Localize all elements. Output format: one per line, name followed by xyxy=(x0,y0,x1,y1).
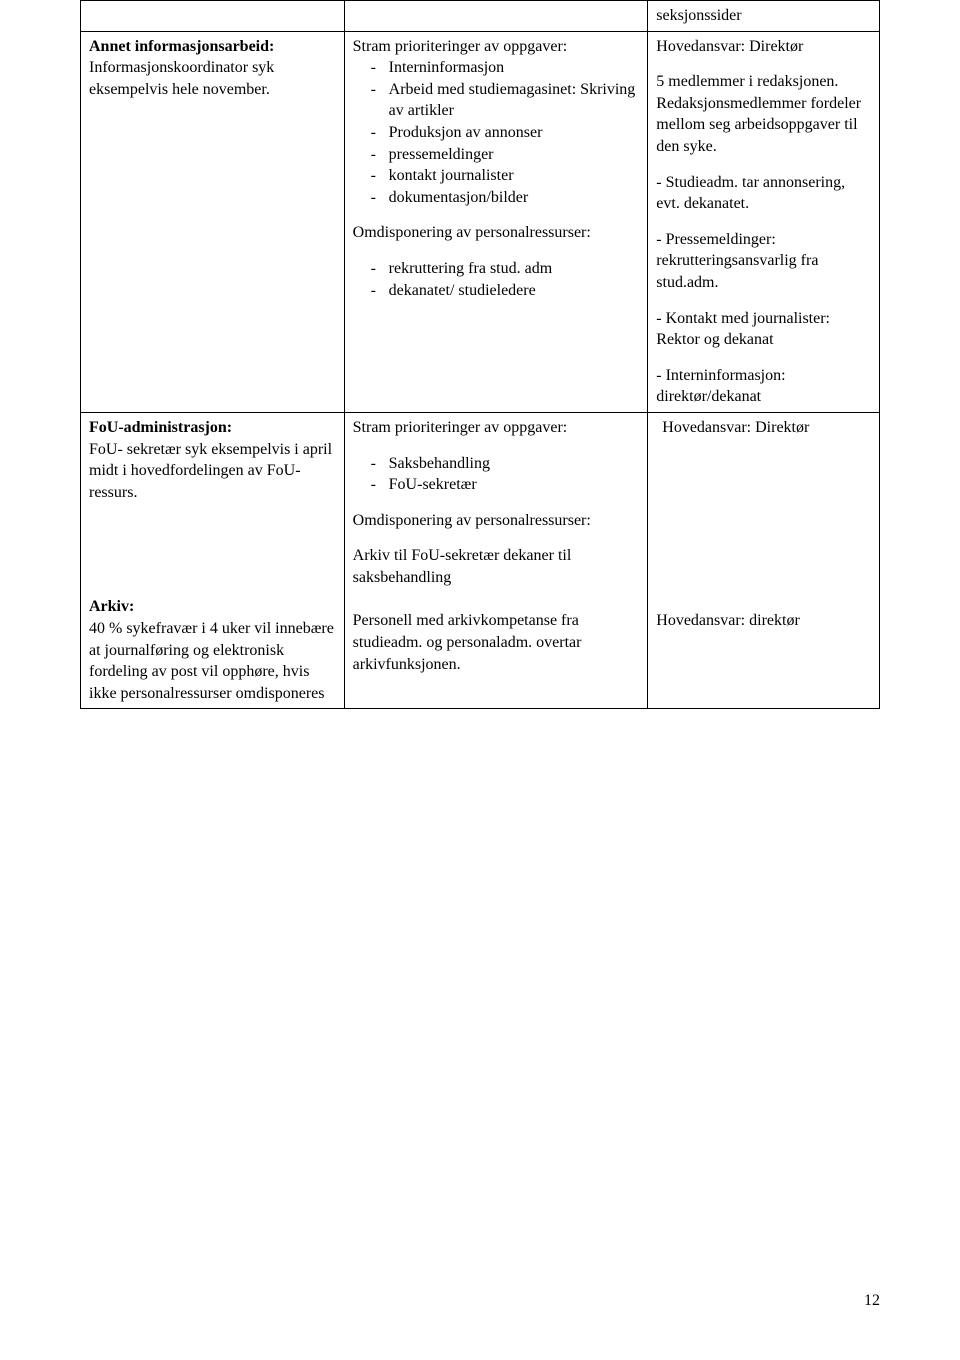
row1-title: Annet informasjonsarbeid: xyxy=(89,38,274,55)
row3-c2-body: Personell med arkivkompetanse fra studie… xyxy=(353,610,640,675)
row1-c3-p5: - Kontakt med journalister: Rektor og de… xyxy=(656,308,871,351)
row1-c3-p1: Hovedansvar: Direktør xyxy=(656,36,871,58)
table-row: Annet informasjonsarbeid: Informasjonsko… xyxy=(81,31,880,412)
cell-col2: Stram prioriteringer av oppgaver: Saksbe… xyxy=(344,412,648,592)
row1-c3-p4: - Pressemeldinger: rekrutteringsansvarli… xyxy=(656,229,871,294)
row1-c2-lead: Stram prioriteringer av oppgaver: xyxy=(353,36,640,58)
row2-c2-list1: Saksbehandling FoU-sekretær xyxy=(353,453,640,496)
spacer xyxy=(656,596,871,610)
list-item: dekanatet/ studieledere xyxy=(353,280,640,302)
row1-c3-p2: 5 medlemmer i redaksjonen. Redaksjonsmed… xyxy=(656,71,871,157)
spacer xyxy=(353,244,640,258)
document-table: seksjonssider Annet informasjonsarbeid: … xyxy=(80,0,880,709)
row1-c2-list2: rekruttering fra stud. adm dekanatet/ st… xyxy=(353,258,640,301)
table-row: Arkiv: 40 % sykefravær i 4 uker vil inne… xyxy=(81,592,880,708)
list-item: dokumentasjon/bilder xyxy=(353,187,640,209)
row3-body: 40 % sykefravær i 4 uker vil innebære at… xyxy=(89,620,334,702)
row2-title: FoU-administrasjon: xyxy=(89,419,232,436)
text: Interninformasjon xyxy=(389,59,505,76)
text: rekruttering fra stud. adm xyxy=(389,260,553,277)
text: dekanatet/ studieledere xyxy=(389,282,536,299)
row1-c2-mid: Omdisponering av personalressurser: xyxy=(353,222,640,244)
list-item: Arbeid med studiemagasinet: Skriving av … xyxy=(353,79,640,122)
row2-c2-tail: Arkiv til FoU-sekretær dekaner til saksb… xyxy=(353,545,640,588)
text: Saksbehandling xyxy=(389,455,490,472)
row1-c2-list1: Interninformasjon Arbeid med studiemagas… xyxy=(353,57,640,208)
table-row: FoU-administrasjon: FoU- sekretær syk ek… xyxy=(81,412,880,592)
spacer xyxy=(353,596,640,610)
text: kontakt journalister xyxy=(389,167,514,184)
row1-body-text: Informasjonskoordinator syk eksempelvis … xyxy=(89,59,274,98)
cell-seksjonssider: seksjonssider xyxy=(648,1,880,32)
spacer xyxy=(353,439,640,453)
list-item: rekruttering fra stud. adm xyxy=(353,258,640,280)
cell-col3: Hovedansvar: Direktør 5 medlemmer i reda… xyxy=(648,31,880,412)
list-item: kontakt journalister xyxy=(353,165,640,187)
list-item: pressemeldinger xyxy=(353,144,640,166)
cell-col3: Hovedansvar: Direktør xyxy=(648,412,880,592)
cell-col2: Personell med arkivkompetanse fra studie… xyxy=(344,592,648,708)
page-number: 12 xyxy=(864,1292,880,1310)
cell-col1: FoU-administrasjon: FoU- sekretær syk ek… xyxy=(81,412,345,592)
cell-col2: Stram prioriteringer av oppgaver: Intern… xyxy=(344,31,648,412)
list-item: Saksbehandling xyxy=(353,453,640,475)
text: pressemeldinger xyxy=(389,146,494,163)
document-page: seksjonssider Annet informasjonsarbeid: … xyxy=(0,0,960,709)
table-row: seksjonssider xyxy=(81,1,880,32)
row2-body: FoU- sekretær syk eksempelvis i april mi… xyxy=(89,441,332,501)
list-item: Interninformasjon xyxy=(353,57,640,79)
text: Arbeid med studiemagasinet: Skriving av … xyxy=(389,81,636,120)
list-item: Produksjon av annonser xyxy=(353,122,640,144)
text: Produksjon av annonser xyxy=(389,124,543,141)
cell-empty xyxy=(344,1,648,32)
list-item: FoU-sekretær xyxy=(353,474,640,496)
text: FoU-sekretær xyxy=(389,476,477,493)
row2-c2-mid: Omdisponering av personalressurser: xyxy=(353,510,640,532)
text: dokumentasjon/bilder xyxy=(389,189,529,206)
row2-c2-lead: Stram prioriteringer av oppgaver: xyxy=(353,417,640,439)
row3-c3-p1: Hovedansvar: direktør xyxy=(656,610,871,632)
row1-c3-p3: - Studieadm. tar annonsering, evt. dekan… xyxy=(656,172,871,215)
cell-empty xyxy=(81,1,345,32)
cell-col1: Annet informasjonsarbeid: Informasjonsko… xyxy=(81,31,345,412)
cell-col3: Hovedansvar: direktør xyxy=(648,592,880,708)
row2-c3-p1: Hovedansvar: Direktør xyxy=(656,417,871,439)
cell-col1: Arkiv: 40 % sykefravær i 4 uker vil inne… xyxy=(81,592,345,708)
text: seksjonssider xyxy=(656,7,741,24)
row1-c3-p6: - Interninformasjon: direktør/dekanat xyxy=(656,365,871,408)
row3-title: Arkiv: xyxy=(89,598,134,615)
